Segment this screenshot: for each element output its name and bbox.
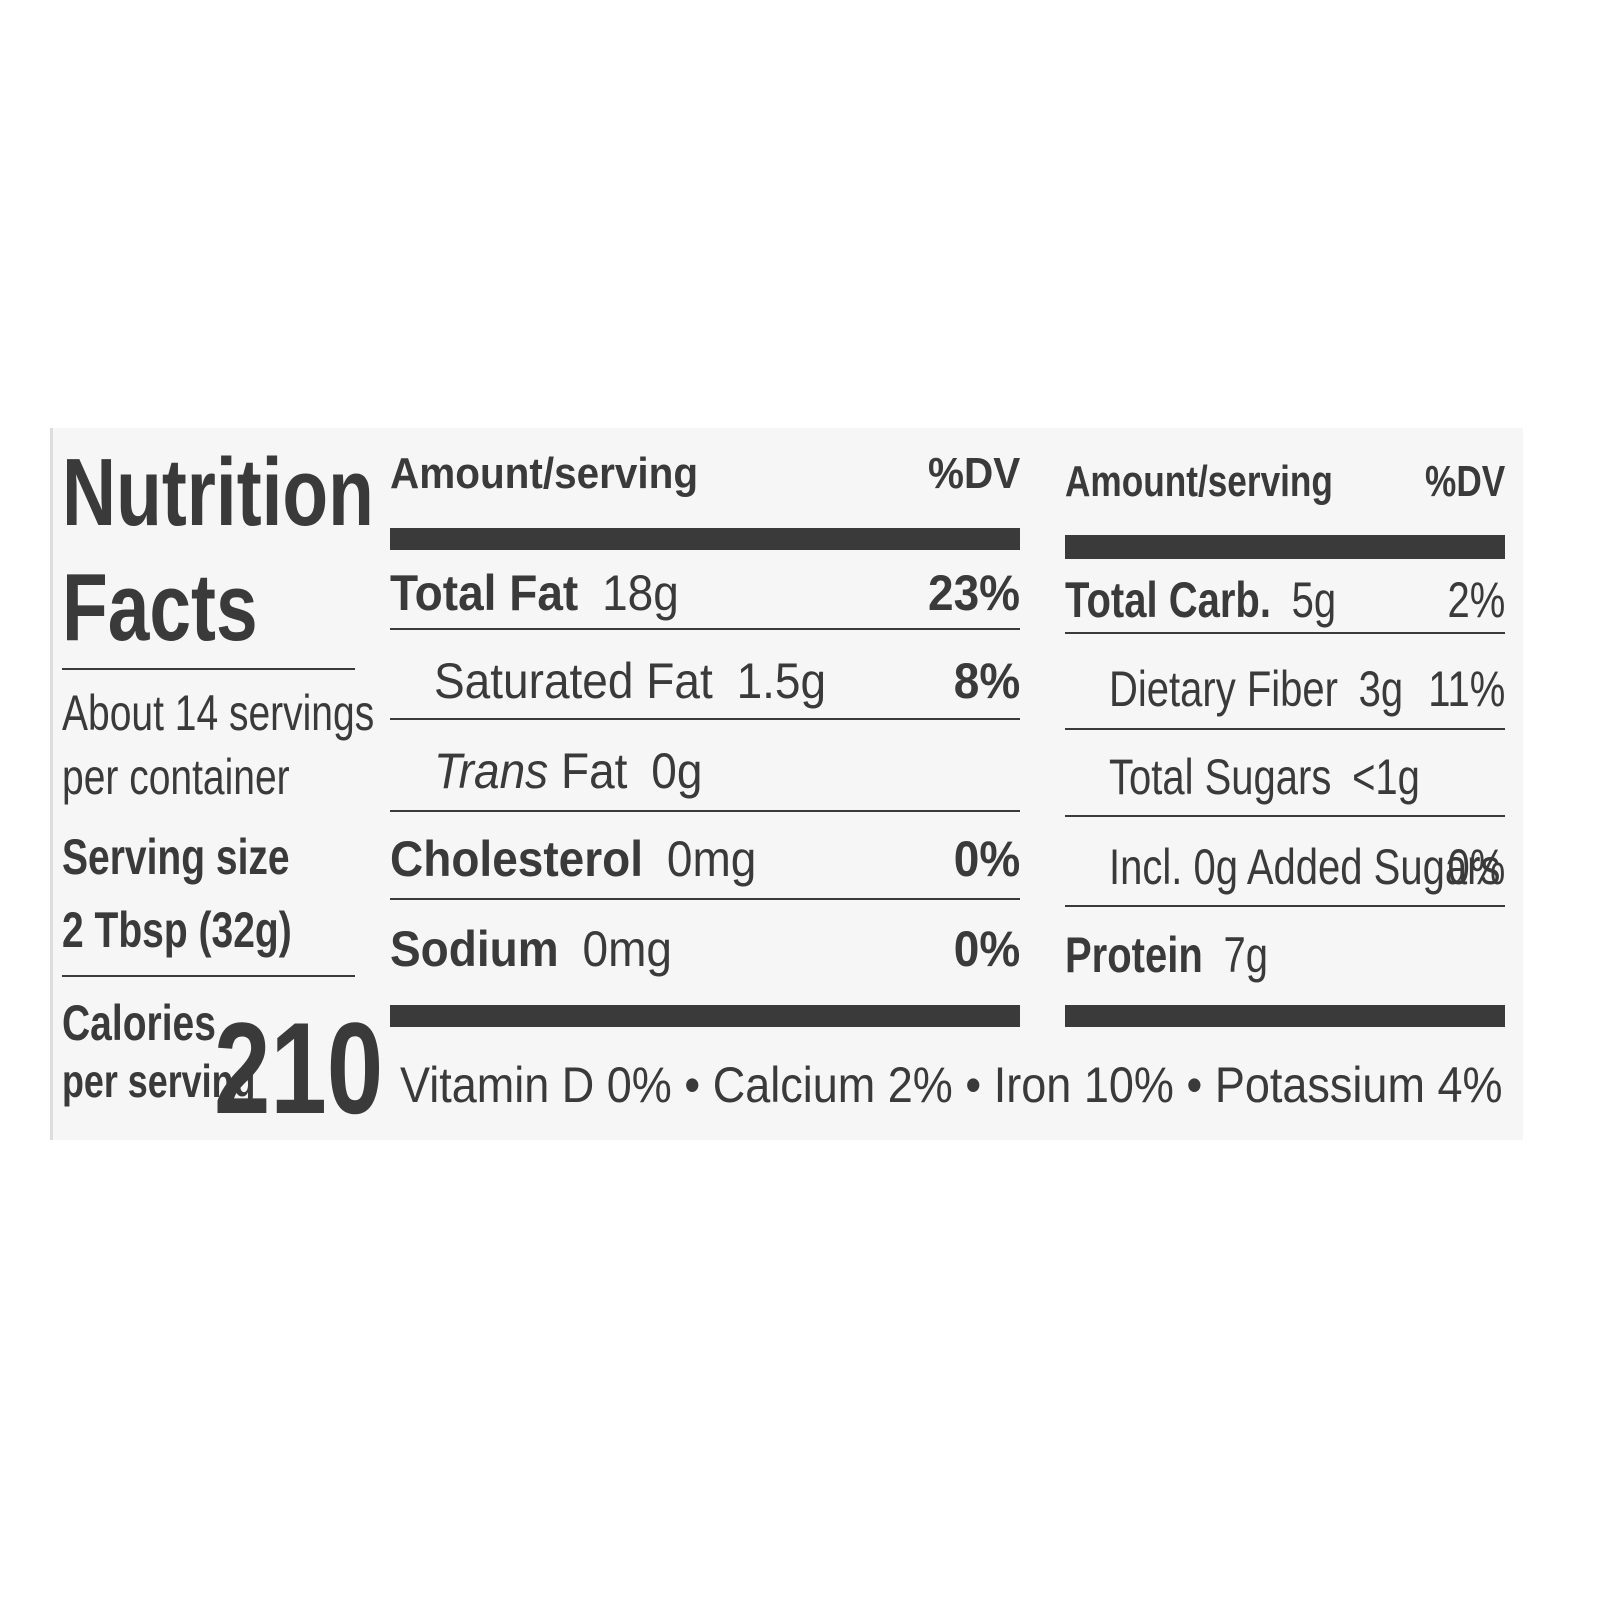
separator: • bbox=[684, 1057, 701, 1113]
nutrient-amount: 3g bbox=[1358, 661, 1404, 717]
rule bbox=[1065, 632, 1505, 634]
serving-size: 2 Tbsp (32g) bbox=[62, 902, 292, 958]
dv-heading: %DV bbox=[927, 449, 1020, 498]
nutrient-row: Saturated Fat 1.5g bbox=[434, 656, 826, 706]
calories-value: 210 bbox=[214, 995, 384, 1141]
vitamin-mineral: Iron 10% bbox=[993, 1057, 1174, 1113]
amount-heading: Amount/serving bbox=[1065, 457, 1333, 506]
nutrient-label: Total Sugars bbox=[1109, 749, 1332, 805]
nutrient-label: Saturated Fat bbox=[434, 653, 713, 709]
vitamin-mineral: Potassium 4% bbox=[1214, 1057, 1503, 1113]
footer: Vitamin D 0% • Calcium 2% • Iron 10% • Potassi… bbox=[400, 1060, 1503, 1110]
nutrient-label: Sodium bbox=[390, 921, 559, 977]
daily-value: 2% bbox=[1447, 572, 1505, 628]
rule bbox=[1065, 905, 1505, 907]
nutrient-amount: 0mg bbox=[666, 831, 757, 887]
nutrient-amount: 0g bbox=[651, 743, 703, 799]
nutrient-amount: 1.5g bbox=[736, 653, 827, 709]
nutrient-label: Total Carb. bbox=[1065, 572, 1271, 628]
dv-heading: %DV bbox=[1424, 457, 1505, 506]
nutrient-row: Total Carb. 5g bbox=[1065, 575, 1336, 625]
amount-heading: Amount/serving bbox=[390, 449, 699, 498]
nutrient-label: Protein bbox=[1065, 927, 1203, 983]
nutrient-row: Total Sugars <1g bbox=[1109, 752, 1420, 802]
nutrient-row: Sodium 0mg bbox=[390, 924, 672, 974]
nutrient-amount: <1g bbox=[1352, 749, 1420, 805]
nutrient-label: Cholesterol bbox=[390, 831, 644, 887]
rule bbox=[390, 898, 1020, 900]
title: Nutrition bbox=[62, 439, 374, 546]
rule bbox=[1065, 728, 1505, 730]
nutrient-label: Fat bbox=[560, 743, 628, 799]
nutrient-label: Total Fat bbox=[390, 565, 579, 621]
calories-label: Calories bbox=[62, 995, 216, 1051]
daily-value: 11% bbox=[1427, 661, 1505, 717]
separator: • bbox=[1186, 1057, 1203, 1113]
rule bbox=[62, 975, 355, 977]
rule bbox=[390, 810, 1020, 812]
servings: About 14 servings bbox=[62, 685, 375, 741]
daily-value: 0% bbox=[1447, 839, 1505, 895]
daily-value: 23% bbox=[927, 565, 1020, 621]
nutrient-label: Trans bbox=[434, 743, 549, 799]
thick-rule bbox=[390, 1005, 1020, 1027]
nutrient-amount: 7g bbox=[1223, 927, 1269, 983]
nutrient-row: Cholesterol 0mg bbox=[390, 834, 756, 884]
serving-size-label: Serving size bbox=[62, 829, 290, 885]
rule bbox=[1065, 815, 1505, 817]
nutrient-label: Dietary Fiber bbox=[1109, 661, 1338, 717]
nutrient-row: Total Fat 18g bbox=[390, 568, 679, 618]
daily-value: 0% bbox=[953, 831, 1020, 887]
separator: • bbox=[965, 1057, 982, 1113]
vitamin-mineral: Vitamin D 0% bbox=[400, 1057, 672, 1113]
nutrient-amount: 18g bbox=[602, 565, 679, 621]
nutrient-amount: 0mg bbox=[582, 921, 672, 977]
thick-rule bbox=[1065, 1005, 1505, 1027]
rule bbox=[390, 628, 1020, 630]
vitamin-mineral: Calcium 2% bbox=[712, 1057, 953, 1113]
rule bbox=[390, 718, 1020, 720]
title: Facts bbox=[62, 554, 258, 661]
nutrient-label: Incl. 0g Added Sugars bbox=[1109, 839, 1501, 895]
rule bbox=[62, 668, 355, 670]
nutrient-row: Protein 7g bbox=[1065, 930, 1268, 980]
calories-label: per serving bbox=[62, 1055, 256, 1107]
nutrient-row: Dietary Fiber 3g bbox=[1109, 664, 1403, 714]
nutrient-row: Incl. 0g Added Sugars bbox=[1109, 842, 1500, 892]
nutrient-amount: 5g bbox=[1291, 572, 1337, 628]
nutrient-row: Trans Fat 0g bbox=[434, 746, 702, 796]
servings: per container bbox=[62, 749, 290, 805]
thick-rule bbox=[390, 528, 1020, 550]
daily-value: 0% bbox=[953, 921, 1020, 977]
daily-value: 8% bbox=[953, 653, 1020, 709]
thick-rule bbox=[1065, 535, 1505, 559]
